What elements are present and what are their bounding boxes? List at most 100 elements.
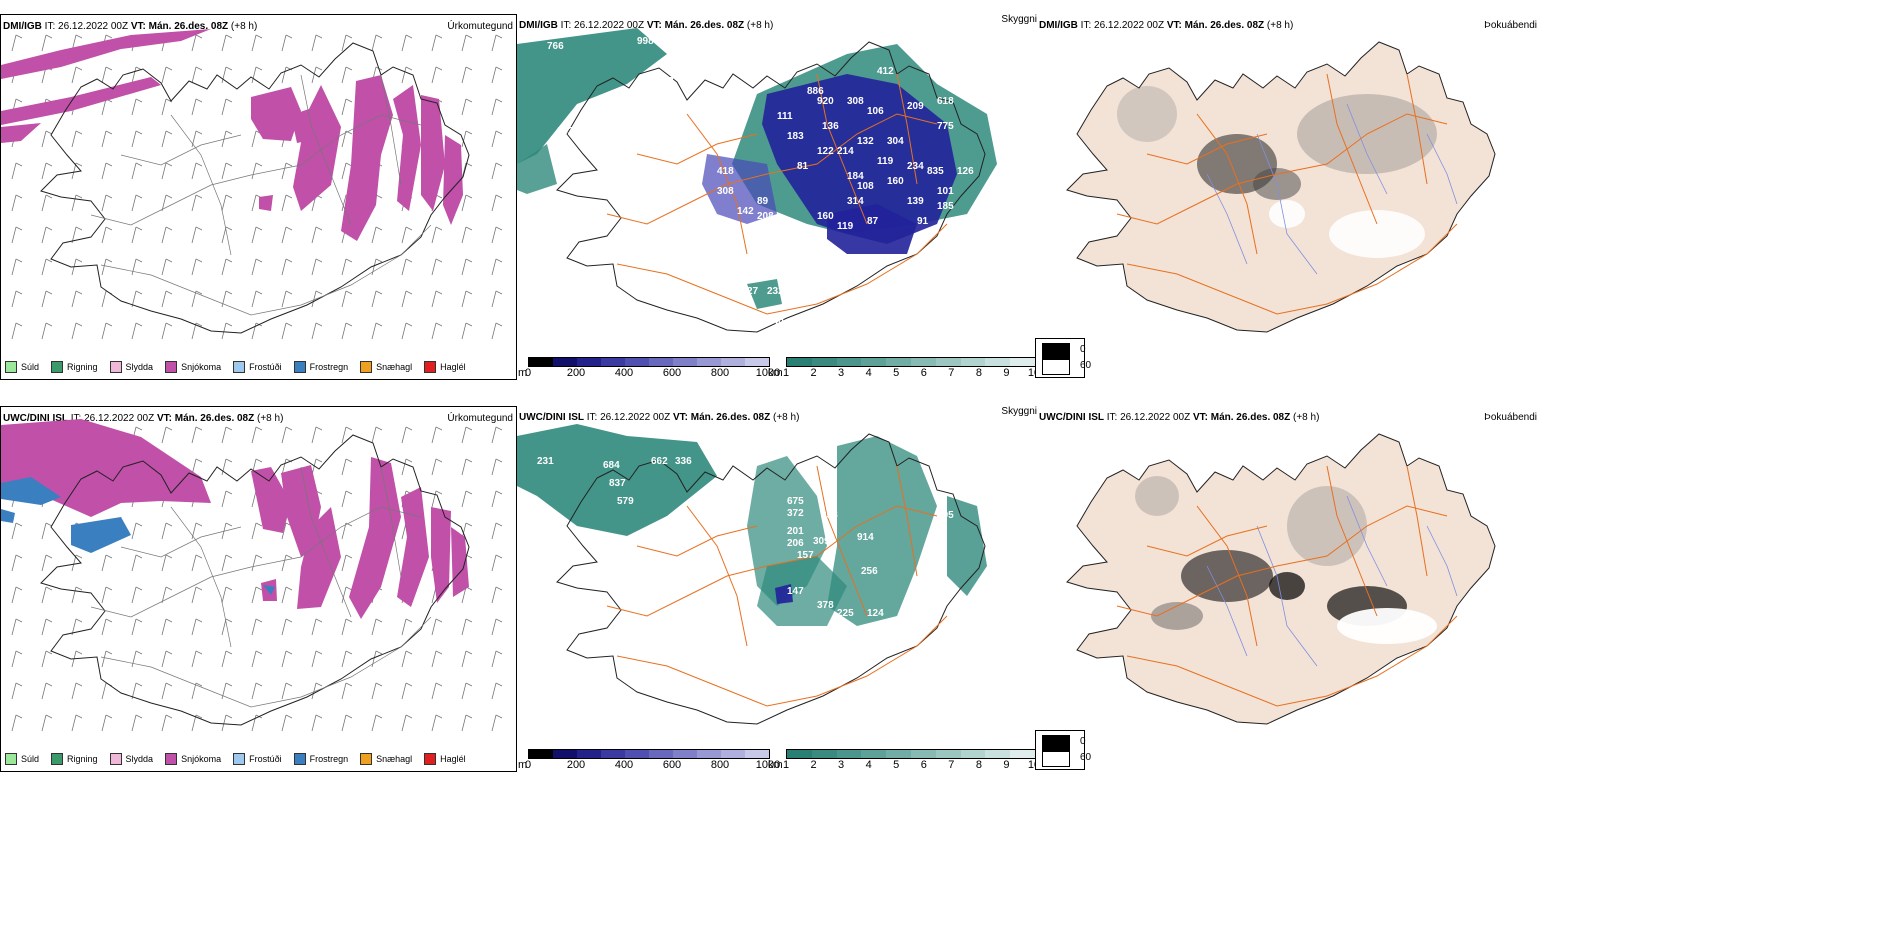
coastline (40, 434, 470, 726)
wind-barb (131, 98, 143, 116)
wind-barb (401, 458, 413, 476)
cbar-cell (935, 750, 961, 758)
wind-barb (491, 194, 503, 212)
wind-barb (41, 290, 53, 308)
fog-legend-dark: 0 (1080, 344, 1086, 355)
legend-label: Rigning (67, 754, 98, 764)
wind-barb (11, 554, 23, 572)
legend-swatch (109, 361, 122, 373)
wind-barb (281, 650, 293, 668)
legend-swatch (165, 753, 178, 765)
wind-barb (461, 322, 473, 340)
wind-barb (71, 130, 83, 148)
visibility-value-label: 256 (861, 566, 878, 577)
wind-barb (101, 554, 113, 572)
visibility-value-label: 119 (837, 221, 854, 232)
precip-legend-item: Rigning (51, 361, 98, 373)
wind-barb (41, 618, 53, 636)
visibility-value-label: 195 (937, 510, 954, 521)
visibility-value-label: 147 (787, 586, 804, 597)
cbar-tick: 2 (810, 759, 817, 771)
cbar-m-unit: m (518, 759, 528, 771)
panel-header: UWC/DINI ISL IT: 26.12.2022 00Z VT: Mán.… (3, 413, 284, 424)
wind-barb (221, 426, 233, 444)
cbar-cell (910, 358, 936, 366)
legend-label: Slydda (125, 754, 154, 764)
legend-label: Frostúði (249, 754, 282, 764)
wind-barb (311, 682, 323, 700)
precip-legend: Súld Rigning Slydda Snjókoma Frostúði Frostre… (5, 361, 466, 373)
precip-type-map (1, 29, 503, 340)
wind-barb (311, 714, 323, 732)
wind-barb (251, 162, 263, 180)
wind-barb (161, 322, 173, 340)
wind-barb (131, 130, 143, 148)
wind-barb (11, 522, 23, 540)
wind-barb (221, 522, 233, 540)
wind-barb (461, 682, 473, 700)
visibility-value-label: 378 (817, 600, 834, 611)
wind-barb (71, 194, 83, 212)
cbar-cell (601, 358, 625, 366)
precip-type-panel-bottom: UWC/DINI ISL IT: 26.12.2022 00Z VT: Mán.… (0, 406, 517, 772)
visibility-value-label: 142 (737, 206, 754, 217)
wind-barb (251, 258, 263, 276)
visibility-value-label: 157 (797, 550, 814, 561)
cbar-cell (960, 358, 986, 366)
wind-barb (251, 554, 263, 572)
cbar-tick: 800 (710, 367, 730, 379)
wind-barb (281, 586, 293, 604)
fog-shading (1135, 476, 1437, 644)
cbar-tick: 800 (710, 759, 730, 771)
visibility-value-label: 234 (907, 161, 924, 172)
wind-barb (161, 682, 173, 700)
wind-barb (191, 194, 203, 212)
wind-barb (221, 586, 233, 604)
wind-barb (491, 682, 503, 700)
visibility-value-label: 27 (747, 286, 759, 297)
wind-barb (431, 426, 443, 444)
wind-barb (71, 66, 83, 84)
wind-barb (41, 714, 53, 732)
wind-barb (131, 682, 143, 700)
legend-swatch (5, 361, 17, 373)
cbar-cell (745, 358, 769, 366)
wind-barb (341, 66, 353, 84)
wind-barb (131, 714, 143, 732)
cbar-tick: 200 (566, 367, 586, 379)
wind-barb (71, 226, 83, 244)
wind-barb (431, 650, 443, 668)
wind-barb (431, 226, 443, 244)
wind-barb (221, 194, 233, 212)
wind-barb (191, 34, 203, 52)
cbar-km-unit: km (768, 367, 783, 379)
cbar-cell (529, 750, 553, 758)
cbar-m-unit: m (518, 367, 528, 379)
roads (90, 74, 432, 316)
coastline (556, 433, 986, 725)
wind-barb (221, 290, 233, 308)
wind-barb (311, 426, 323, 444)
wind-barb (41, 130, 53, 148)
cbar-cell (861, 358, 887, 366)
wind-barb (131, 290, 143, 308)
visibility-value-label: 101 (937, 186, 954, 197)
wind-barb (311, 618, 323, 636)
wind-barb (11, 682, 23, 700)
wind-barb (191, 66, 203, 84)
wind-barb (251, 682, 263, 700)
wind-barb (461, 98, 473, 116)
visibility-colorbar-m-top: m 0 200 400 600 800 1000 (518, 357, 780, 381)
cbar-tick: 400 (614, 759, 634, 771)
wind-barb (131, 194, 143, 212)
wind-barb (491, 490, 503, 508)
precip-legend-item: Slydda (109, 361, 153, 373)
visibility-value-label: 258 (821, 510, 838, 521)
wind-barb (41, 34, 53, 52)
wind-barb (101, 258, 113, 276)
cbar-cell (625, 358, 649, 366)
wind-barb (131, 650, 143, 668)
wind-barb (431, 714, 443, 732)
wind-barb (101, 322, 113, 340)
